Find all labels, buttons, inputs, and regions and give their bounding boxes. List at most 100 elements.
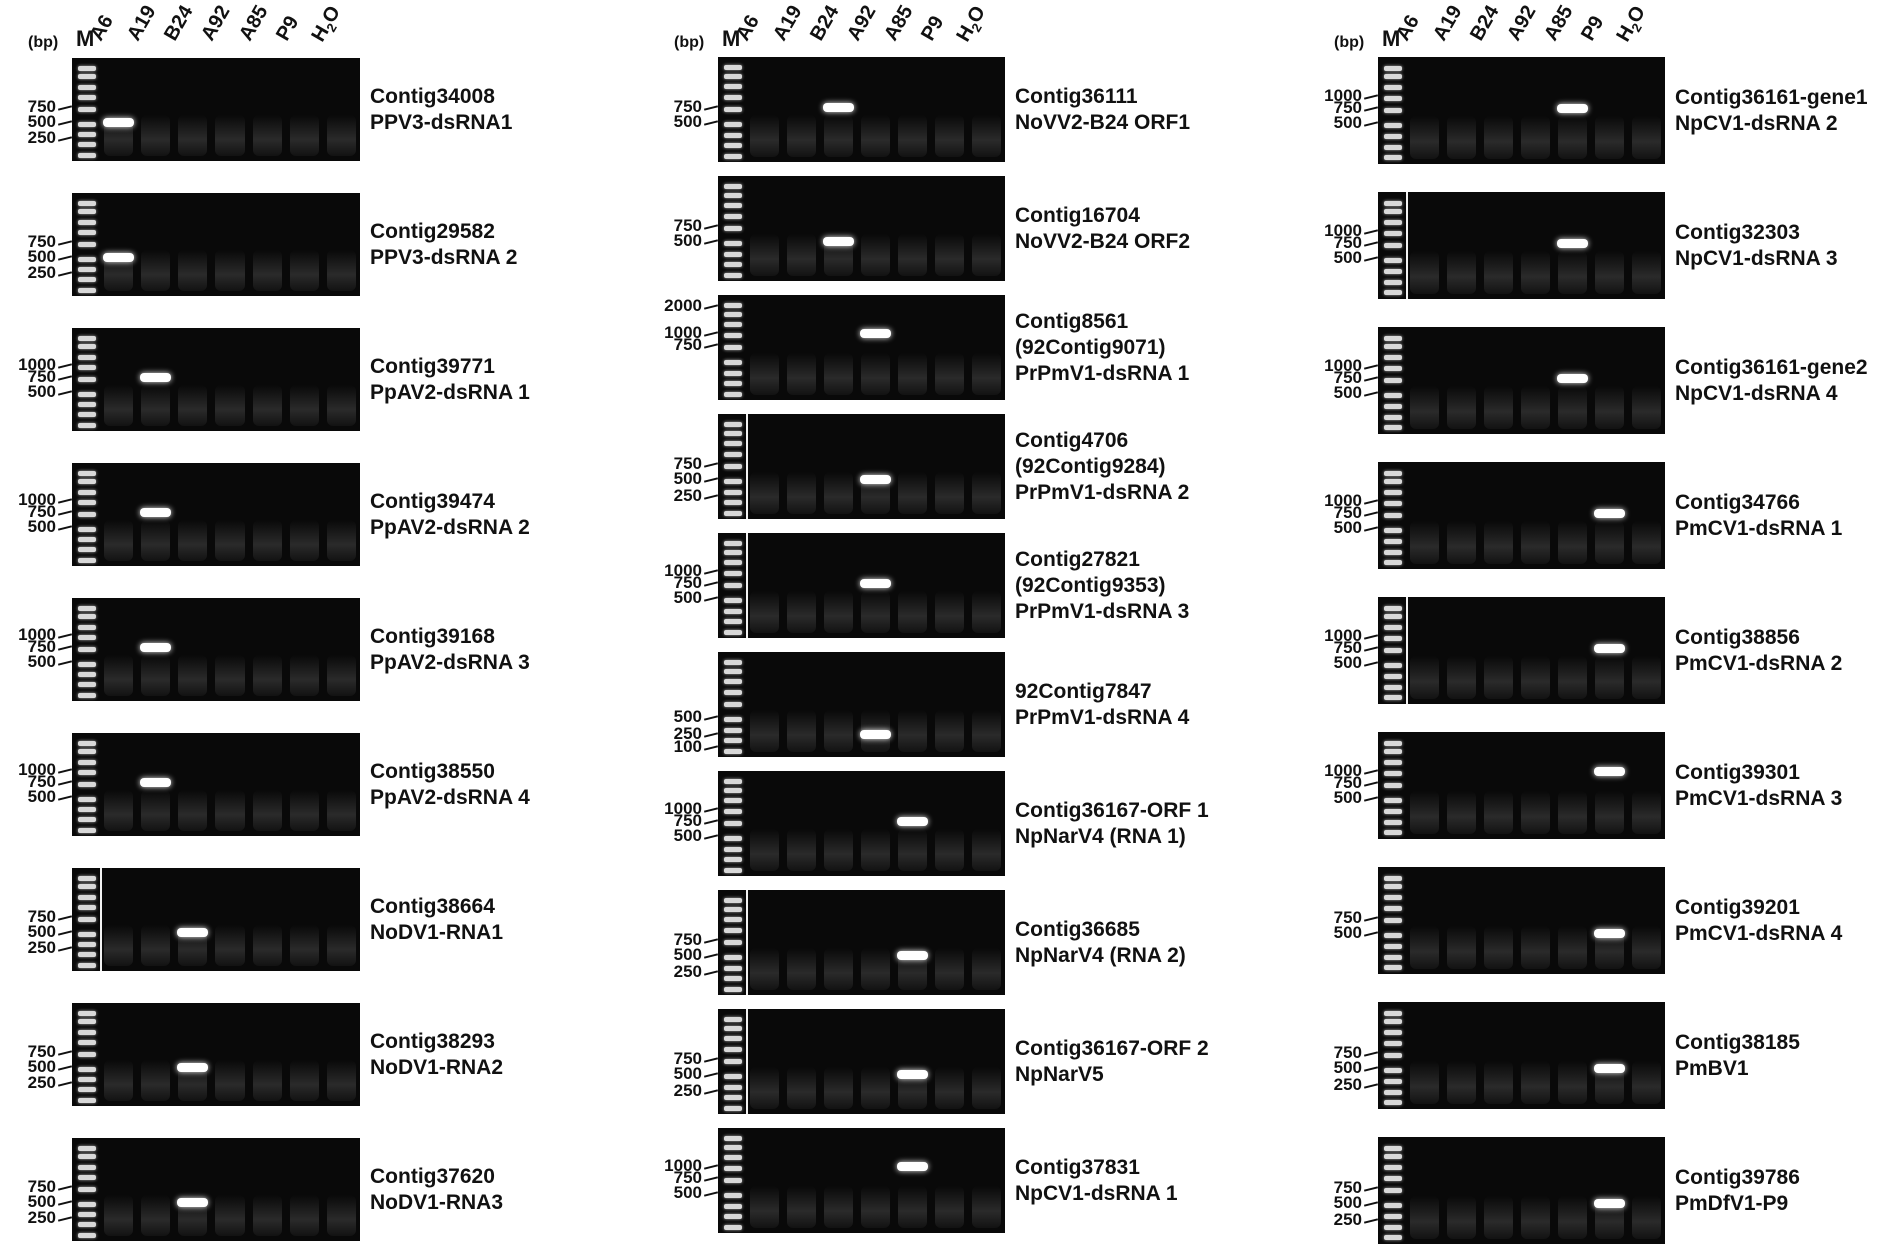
gel-divider [1406, 597, 1408, 704]
size-marker-label: 750 [673, 573, 702, 593]
lane-smear [1558, 790, 1587, 834]
lane-smear [935, 709, 964, 752]
gel-image [72, 868, 360, 971]
ladder-band [1384, 1053, 1402, 1059]
ladder-band [724, 608, 742, 614]
size-marker-label: 750 [673, 1049, 702, 1069]
amplicon-band [103, 252, 135, 262]
lane-smear [750, 352, 779, 395]
lane-smear [750, 471, 779, 514]
lane-smear [141, 1194, 171, 1236]
size-tick [703, 970, 719, 976]
ladder-band [724, 1074, 742, 1080]
lane-smear [1484, 115, 1513, 159]
gel-image [72, 1003, 360, 1106]
size-tick [1363, 1186, 1379, 1193]
ladder-band [78, 219, 96, 225]
lane-smear [1558, 1060, 1587, 1104]
lane-smear [252, 1059, 282, 1101]
ladder-band [1384, 875, 1402, 881]
gel-label: Contig39201 PmCV1-dsRNA 4 [1675, 895, 1842, 947]
lane-smear [1447, 655, 1476, 699]
gel-label-line: Contig27821 [1015, 547, 1140, 571]
ladder-band [724, 1036, 742, 1042]
ladder-band [1384, 674, 1402, 680]
size-tick [57, 795, 73, 801]
lane-smear [972, 828, 1001, 871]
gel-label-line: Contig37620 [370, 1164, 495, 1188]
size-marker-label: 750 [673, 335, 702, 355]
ladder-band [1384, 684, 1402, 690]
gel-label-line: NpCV1-dsRNA 3 [1675, 246, 1838, 270]
gel-label-line: NpNarV5 [1015, 1062, 1104, 1086]
size-tick [703, 462, 719, 469]
size-marker-label: 750 [27, 232, 56, 252]
ladder-band [724, 251, 742, 257]
lane-smear [750, 828, 779, 871]
size-tick [703, 744, 719, 751]
size-marker-label: 1000 [1324, 355, 1362, 375]
ladder-band [78, 107, 96, 113]
lane-smear [787, 590, 816, 633]
size-tick [703, 732, 719, 738]
gel-label-line: Contig36167-ORF 1 [1015, 798, 1209, 822]
size-tick [57, 363, 73, 369]
size-marker-label: 500 [27, 786, 56, 806]
lane-smear [141, 249, 171, 291]
lane-smear [750, 947, 779, 990]
size-tick [703, 1089, 719, 1095]
size-marker-label: 1000 [18, 490, 56, 510]
gel-image [72, 598, 360, 701]
gel-image [1378, 732, 1665, 839]
lane-smear [1447, 1195, 1476, 1239]
lane-label: P9 [1577, 12, 1609, 45]
lane-smear [787, 114, 816, 157]
ladder-band [1384, 74, 1402, 80]
ladder-band [724, 479, 742, 485]
lane-smear [824, 352, 853, 395]
gel-label-line: Contig34008 [370, 84, 495, 108]
ladder-band [724, 213, 742, 219]
lane-smear [104, 789, 134, 831]
size-tick [1363, 931, 1379, 937]
ladder-band [78, 1201, 96, 1207]
lane-smear [972, 1066, 1001, 1109]
amplicon-band [1557, 239, 1588, 249]
size-tick [1363, 646, 1379, 653]
ladder-band [724, 107, 742, 113]
marker-header: M [1382, 26, 1401, 51]
gel-label-line: PmCV1-dsRNA 3 [1675, 786, 1843, 810]
size-tick [1363, 228, 1379, 235]
ladder-band [1384, 123, 1402, 129]
lane-smear [972, 114, 1001, 157]
gel-label-line: NoDV1-RNA2 [370, 1055, 504, 1079]
ladder-band [78, 741, 96, 747]
size-tick [57, 375, 73, 382]
gel-label-line: NpNarV4 (RNA 1) [1015, 824, 1186, 848]
bp-unit-label: (bp) [674, 34, 705, 51]
lane-smear [750, 709, 779, 752]
size-tick [703, 569, 719, 575]
ladder-band [1384, 365, 1402, 371]
size-marker-label: 500 [1333, 383, 1362, 403]
size-marker-label: 250 [27, 1208, 56, 1228]
gel-label-line: PrPmV1-dsRNA 2 [1015, 480, 1190, 504]
amplicon-band [860, 475, 891, 485]
ladder-band [78, 95, 96, 101]
ladder-band [1384, 354, 1402, 360]
gel-label-line: NpCV1-dsRNA 2 [1675, 111, 1838, 135]
lane-smear [326, 114, 356, 156]
ladder-band [78, 336, 96, 342]
gel-label: Contig39301 PmCV1-dsRNA 3 [1675, 760, 1842, 812]
size-marker-label: 750 [27, 907, 56, 927]
ladder-band [1384, 528, 1402, 534]
lane-smear [326, 1194, 356, 1236]
ladder-band [724, 660, 742, 666]
gel-label: Contig39474 PpAV2-dsRNA 2 [370, 489, 530, 541]
gel-label-line: Contig36685 [1015, 917, 1140, 941]
gel-image [718, 57, 1005, 162]
gel-image [72, 328, 360, 431]
lane-smear [252, 654, 282, 696]
ladder-band [1384, 95, 1402, 101]
ladder-band [724, 787, 742, 793]
